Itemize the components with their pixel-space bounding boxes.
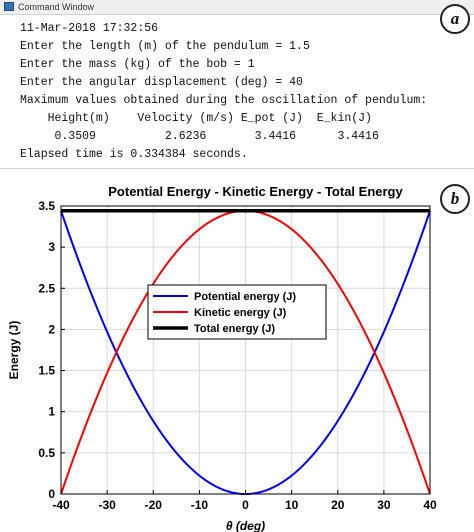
y-tick-label: 1 (48, 405, 55, 419)
x-tick-label: 0 (242, 498, 249, 512)
command-line: Enter the mass (kg) of the bob = 1 (20, 58, 255, 71)
command-output: 11-Mar-2018 17:32:56 Enter the length (m… (20, 20, 427, 164)
command-line: Height(m) Velocity (m/s) E_pot (J) E_kin… (20, 112, 372, 125)
legend-label: Kinetic energy (J) (194, 307, 287, 319)
panel-label-b: b (440, 184, 470, 214)
command-line: 0.3509 2.6236 3.4416 3.4416 (20, 130, 379, 143)
y-tick-label: 3 (48, 240, 55, 254)
y-axis-label: Energy (J) (7, 321, 21, 380)
y-tick-label: 1.5 (38, 364, 55, 378)
command-window-title: Command Window (18, 2, 95, 12)
x-tick-label: 40 (423, 498, 437, 512)
x-tick-label: 20 (331, 498, 345, 512)
x-tick-label: -20 (145, 498, 163, 512)
command-window-icon (4, 2, 14, 11)
command-window: Command Window 11-Mar-2018 17:32:56 Ente… (0, 0, 474, 169)
x-tick-label: 10 (285, 498, 299, 512)
x-tick-label: -30 (98, 498, 116, 512)
energy-chart: -40 -30 -20 -10 0 10 20 30 40 0 0.5 1 1.5 2 2.5 3 3.5 Po… (7, 184, 437, 532)
chart-legend: Potential energy (J) Kinetic energy (J) To… (147, 284, 327, 340)
panel-label-a: a (440, 4, 470, 34)
chart-title: Potential Energy - Kinetic Energy - Tota… (108, 184, 403, 199)
y-tick-label: 0 (48, 487, 55, 501)
x-tick-label: 30 (377, 498, 391, 512)
command-line: Enter the length (m) of the pendulum = 1… (20, 40, 310, 53)
chart-ticks: -40 -30 -20 -10 0 10 20 30 40 0 0.5 1 1.5 2 2.5 3 3.5 (38, 199, 437, 512)
x-axis-label: θ (deg) (226, 519, 265, 532)
command-window-titlebar: Command Window (0, 0, 474, 15)
legend-label: Potential energy (J) (194, 291, 296, 303)
command-line: Enter the angular displacement (deg) = 4… (20, 76, 303, 89)
y-tick-label: 0.5 (38, 446, 55, 460)
command-line: 11-Mar-2018 17:32:56 (20, 22, 159, 35)
y-tick-label: 2 (48, 322, 55, 336)
x-tick-label: -40 (52, 498, 70, 512)
y-tick-label: 2.5 (38, 281, 55, 295)
x-tick-label: -10 (191, 498, 209, 512)
command-line: Elapsed time is 0.334384 seconds. (20, 148, 248, 161)
y-tick-label: 3.5 (38, 199, 55, 213)
legend-label: Total energy (J) (194, 323, 275, 335)
command-line: Maximum values obtained during the oscil… (20, 94, 428, 107)
